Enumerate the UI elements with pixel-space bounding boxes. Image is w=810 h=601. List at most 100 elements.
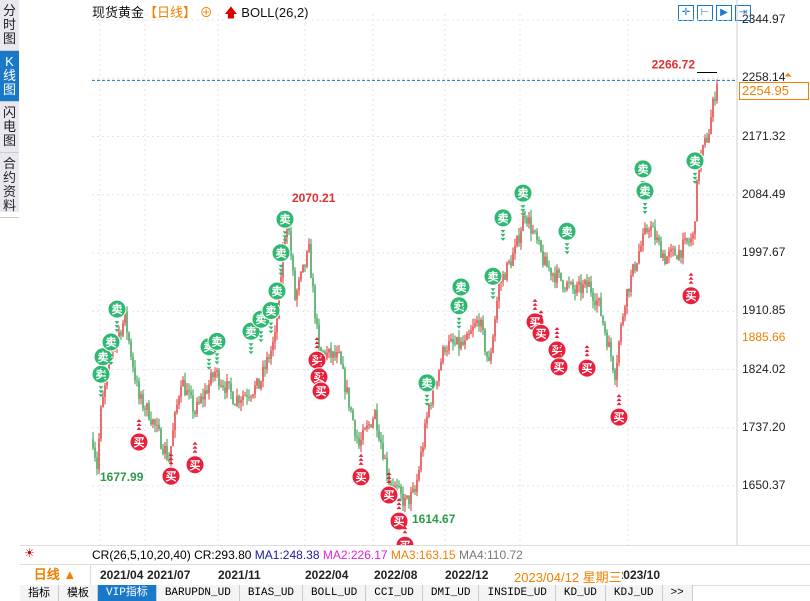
- price-tick: 1650.37: [742, 478, 786, 492]
- arrow-up-icon[interactable]: 🡅: [224, 5, 238, 20]
- buy-signal[interactable]: [351, 467, 371, 487]
- candle-body: [182, 380, 184, 387]
- crosshair-icon[interactable]: ✛: [678, 5, 694, 21]
- buy-signal-label: 买: [582, 362, 593, 375]
- jump-end-icon[interactable]: ⇥: [735, 5, 751, 21]
- buy-signal[interactable]: [577, 358, 597, 378]
- sell-signal[interactable]: [275, 209, 295, 229]
- sell-signal[interactable]: [449, 296, 469, 316]
- buy-signal[interactable]: [185, 455, 205, 475]
- sell-signal[interactable]: [685, 151, 705, 171]
- tab-contract-info[interactable]: 合约资料: [0, 153, 19, 218]
- sell-signal[interactable]: [101, 332, 121, 352]
- indicator-tab[interactable]: >>: [662, 585, 693, 601]
- indicator-tab[interactable]: BARUPDN_UD: [156, 585, 240, 601]
- sell-signal[interactable]: [261, 300, 281, 320]
- buy-arrow-icon: [402, 522, 408, 526]
- buy-signal[interactable]: [379, 485, 399, 505]
- indicator-tab[interactable]: CCI_UD: [366, 585, 423, 601]
- indicator-tab[interactable]: 模板: [59, 585, 98, 601]
- candle-body: [690, 238, 692, 243]
- sell-arrow-icon: [692, 176, 698, 180]
- indicator-tab[interactable]: DMI_UD: [422, 585, 480, 601]
- indicator-tab[interactable]: KDJ_UD: [605, 585, 663, 601]
- sell-signal[interactable]: [207, 331, 227, 351]
- buy-signal[interactable]: [395, 535, 415, 545]
- sell-signal[interactable]: [557, 221, 577, 241]
- buy-arrow-icon: [358, 453, 364, 457]
- sell-arrow-icon: [564, 251, 570, 255]
- candle-body: [500, 281, 502, 283]
- sell-arrow-icon: [268, 326, 274, 330]
- current-price-box: 2254.95: [739, 82, 809, 100]
- indicator-tab[interactable]: VIP指标: [98, 585, 157, 601]
- candle-body: [704, 137, 706, 145]
- sell-signal[interactable]: [417, 373, 437, 393]
- candle-body: [268, 357, 270, 359]
- tab-flash[interactable]: 闪电图: [0, 102, 19, 153]
- candle-body: [104, 385, 106, 397]
- sell-signal[interactable]: [451, 277, 471, 297]
- buy-signal[interactable]: [531, 323, 551, 343]
- sell-signal[interactable]: [493, 208, 513, 228]
- candle-body: [414, 488, 416, 492]
- indicator-name[interactable]: BOLL(26,2): [241, 5, 309, 20]
- buy-signal[interactable]: [129, 432, 149, 452]
- buy-arrow-icon: [584, 349, 590, 353]
- buy-signal[interactable]: [549, 357, 569, 377]
- add-icon[interactable]: ⊕: [199, 5, 213, 20]
- candlestick-chart[interactable]: 2266.722070.211677.991614.67卖卖卖卖卖卖卖卖卖卖卖卖…: [0, 0, 810, 545]
- candle-body: [192, 395, 194, 412]
- buy-signal[interactable]: [389, 511, 409, 531]
- candle-body: [424, 423, 426, 448]
- candle-body: [328, 348, 330, 353]
- indicator-settings-icon[interactable]: ☀: [24, 546, 35, 560]
- candle-body: [282, 249, 284, 278]
- indicator-tab[interactable]: 指标: [20, 585, 59, 601]
- sell-signal[interactable]: [267, 281, 287, 301]
- tab-timeshare[interactable]: 分时图: [0, 0, 19, 51]
- sell-signal[interactable]: [271, 243, 291, 263]
- sell-arrow-icon: [490, 288, 496, 292]
- candle-body: [594, 300, 596, 306]
- candle-body: [140, 394, 142, 399]
- timeframe-label[interactable]: 【日线】: [144, 5, 197, 20]
- candle-body: [688, 241, 690, 243]
- sell-signal[interactable]: [483, 266, 503, 286]
- candle-body: [540, 240, 542, 252]
- candle-body: [230, 383, 232, 392]
- sell-signal[interactable]: [93, 347, 113, 367]
- buy-signal[interactable]: [681, 286, 701, 306]
- range-icon[interactable]: ⊢: [697, 5, 713, 21]
- indicator-tab[interactable]: KD_UD: [555, 585, 606, 601]
- sell-signal[interactable]: [513, 183, 533, 203]
- period-selector[interactable]: 日线 ▲: [20, 565, 91, 585]
- buy-arrow-icon: [136, 426, 142, 430]
- indicator-tab[interactable]: BOLL_UD: [303, 585, 367, 601]
- buy-signal[interactable]: [161, 466, 181, 486]
- candle-body: [218, 370, 220, 386]
- sell-signal[interactable]: [107, 299, 127, 319]
- buy-signal-label: 买: [614, 411, 625, 424]
- tab-kline[interactable]: K线图: [0, 51, 19, 102]
- indicator-tab[interactable]: INSIDE_UD: [479, 585, 556, 601]
- buy-signal[interactable]: [311, 381, 331, 401]
- candle-body: [516, 235, 518, 246]
- candle-body: [118, 331, 120, 339]
- candle-body: [124, 311, 126, 324]
- candle-body: [252, 394, 254, 397]
- candle-body: [376, 410, 378, 431]
- candle-body: [522, 215, 524, 232]
- buy-signal[interactable]: [609, 407, 629, 427]
- sell-signal[interactable]: [633, 159, 653, 179]
- candle-body: [422, 447, 424, 453]
- candle-body: [350, 407, 352, 411]
- candle-body: [672, 248, 674, 250]
- price-alert-icon[interactable]: ⏶: [784, 70, 792, 81]
- sell-signal-label: 卖: [280, 212, 291, 226]
- indicator-tab[interactable]: BIAS_UD: [239, 585, 304, 601]
- sell-signal[interactable]: [635, 181, 655, 201]
- candle-body: [552, 273, 554, 276]
- candle-body: [202, 396, 204, 400]
- period-arrow-icon: ▲: [63, 567, 77, 582]
